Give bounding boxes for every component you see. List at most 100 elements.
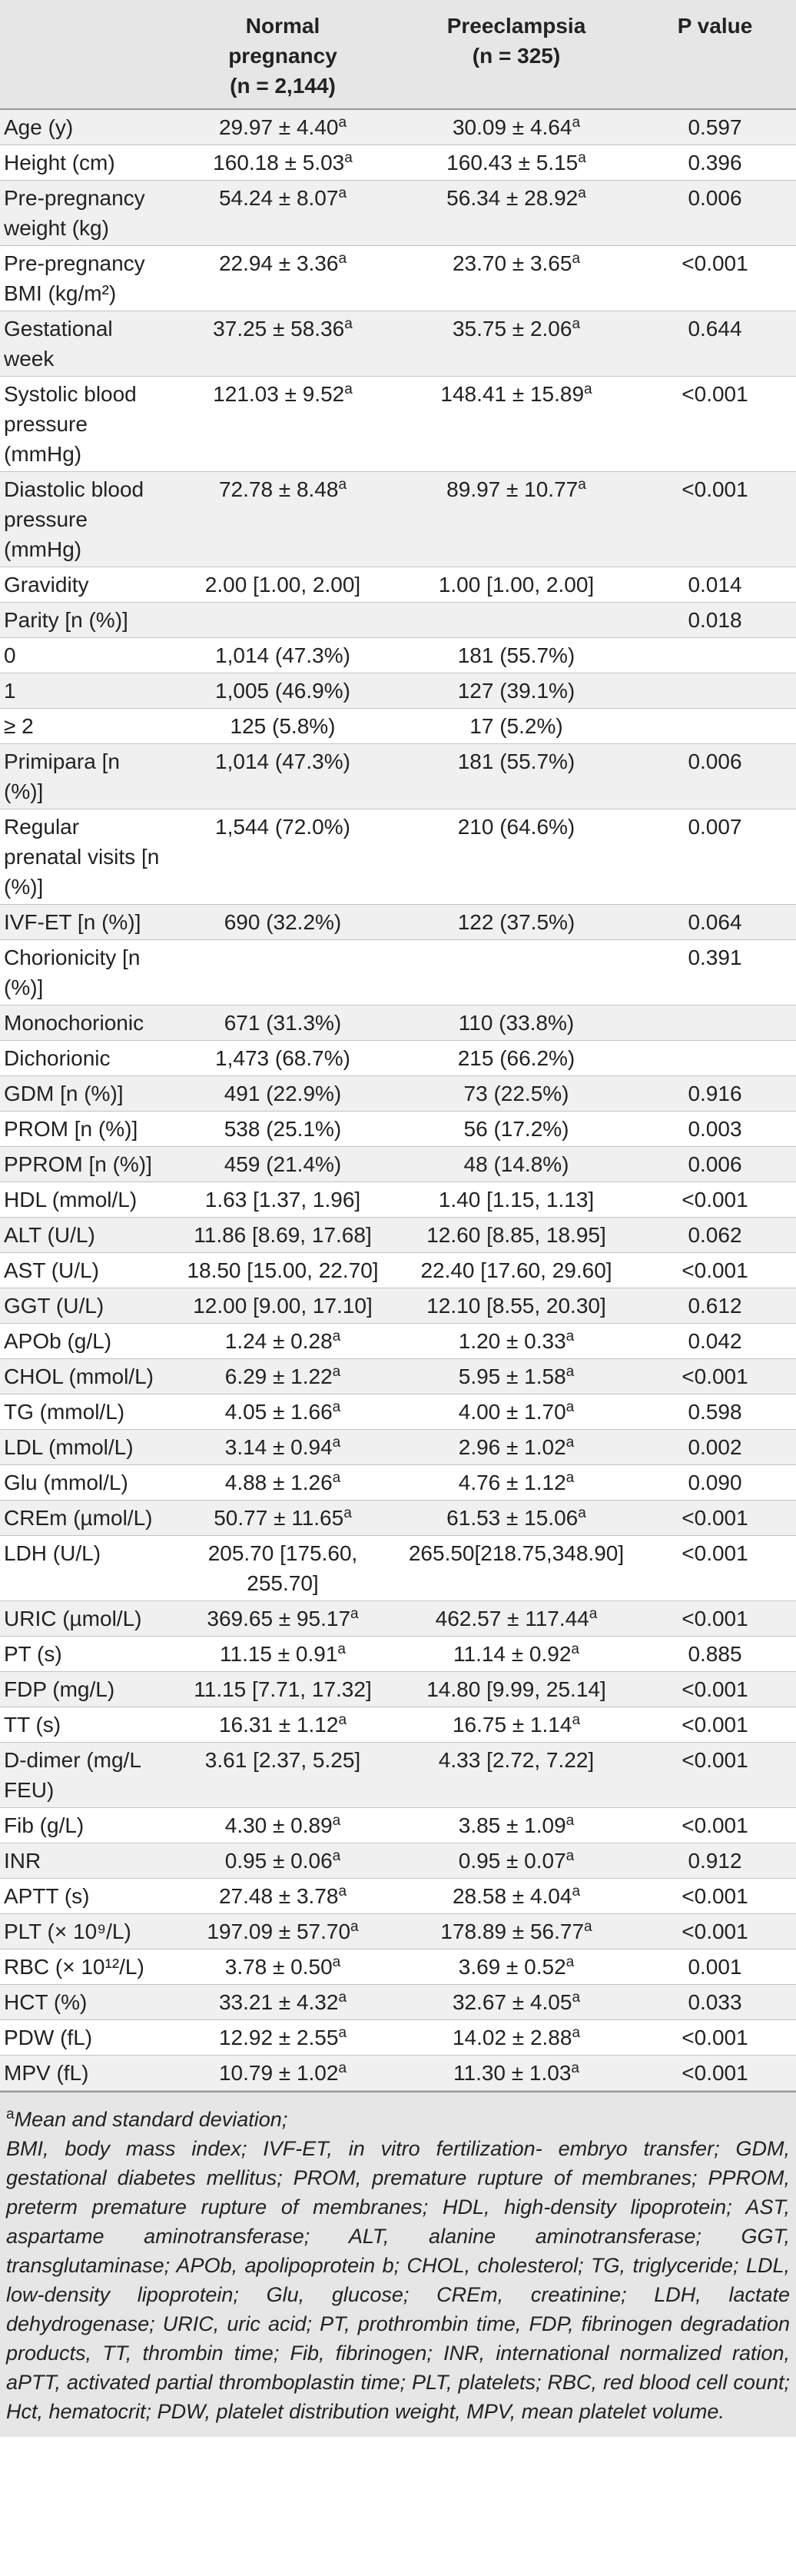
cell-variable-text: 1 [4,679,16,703]
cell-preeclampsia [399,940,634,1005]
cell-p-value: 0.912 [634,1843,796,1879]
superscript-marker: a [332,1328,341,1345]
cell-normal-pregnancy: 125 (5.8%) [167,709,399,744]
cell-p-value-text: <0.001 [682,382,748,406]
cell-variable: ALT (U/L) [0,1218,167,1253]
cell-preeclampsia-text: 3.69 ± 0.52 [458,1955,566,1979]
cell-normal-pregnancy-text: 1,473 (68.7%) [215,1046,350,1070]
cell-normal-pregnancy: 11.15 ± 0.91a [167,1637,399,1672]
cell-p-value-text: 0.042 [688,1329,742,1353]
cell-preeclampsia-text: 2.96 ± 1.02 [458,1435,566,1459]
cell-variable-text: ALT (U/L) [4,1223,95,1247]
cell-preeclampsia-text: 5.95 ± 1.58 [458,1364,566,1388]
cell-p-value [634,673,796,709]
header-pre-n: (n = 325) [472,44,561,68]
cell-variable-text: PT (s) [4,1642,62,1666]
cell-normal-pregnancy: 54.24 ± 8.07a [167,181,399,246]
superscript-marker: a [565,1434,575,1451]
superscript-marker: a [578,1505,586,1521]
cell-p-value-text: 0.007 [688,815,742,839]
superscript-marker: a [350,1919,359,1935]
table-row: MPV (fL) 10.79 ± 1.02a 11.30 ± 1.03a <0.001 [0,2055,796,2091]
cell-variable: CHOL (mmol/L) [0,1359,167,1394]
cell-p-value-text: 0.912 [688,1849,742,1873]
cell-preeclampsia: 12.60 [8.85, 18.95] [399,1218,634,1253]
table-row: Monochorionic 671 (31.3%) 110 (33.8%) [0,1005,796,1041]
cell-preeclampsia: 14.80 [9.99, 25.14] [399,1672,634,1707]
cell-variable: PPROM [n (%)] [0,1147,167,1182]
cell-normal-pregnancy-text: 4.88 ± 1.26 [224,1471,333,1494]
cell-preeclampsia-text: 73 (22.5%) [463,1082,569,1105]
cell-p-value-text: 0.002 [688,1435,742,1459]
cell-normal-pregnancy: 11.15 [7.71, 17.32] [167,1672,399,1707]
cell-variable-text: GGT (U/L) [4,1294,104,1318]
cell-normal-pregnancy: 37.25 ± 58.36a [167,311,399,377]
cell-preeclampsia: 56.34 ± 28.92a [399,181,634,246]
cell-p-value-text: <0.001 [682,1677,748,1701]
cell-variable-text: PDW (fL) [4,2026,93,2049]
cell-p-value: 0.612 [634,1288,796,1324]
superscript-marker: a [332,1848,341,1864]
cell-variable: RBC (× 10¹²/L) [0,1949,167,1985]
cell-preeclampsia: 181 (55.7%) [399,638,634,673]
cell-preeclampsia: 3.85 ± 1.09a [399,1808,634,1843]
table-row: PT (s) 11.15 ± 0.91a 11.14 ± 0.92a 0.885 [0,1637,796,1672]
cell-preeclampsia-text: 14.02 ± 2.88 [452,2026,572,2049]
table-row: Regular prenatal visits [n (%)] 1,544 (72… [0,809,796,905]
cell-p-value-text: <0.001 [682,1920,748,1943]
superscript-marker: a [572,1712,581,1728]
superscript-marker: a [571,1641,579,1657]
superscript-marker: a [572,316,581,332]
table-row: Glu (mmol/L) 4.88 ± 1.26a 4.76 ± 1.12a 0.09… [0,1465,796,1501]
table-row: Diastolic blood pressure (mmHg) 72.78 ± 8… [0,471,796,567]
table-row: HCT (%) 33.21 ± 4.32a 32.67 ± 4.05a 0.033 [0,1984,796,2020]
cell-p-value: 0.002 [634,1430,796,1465]
superscript-marker: a [332,1434,341,1451]
cell-normal-pregnancy-text: 491 (22.9%) [224,1082,342,1105]
cell-normal-pregnancy-text: 3.78 ± 0.50 [224,1955,333,1979]
cell-preeclampsia-text: 178.89 ± 56.77 [440,1920,585,1943]
table-row: AST (U/L) 18.50 [15.00, 22.70] 22.40 [17.6… [0,1253,796,1288]
cell-p-value: 0.064 [634,905,796,940]
cell-p-value: <0.001 [634,1536,796,1601]
cell-variable-text: TT (s) [4,1713,61,1737]
cell-variable: URIC (µmol/L) [0,1601,167,1637]
cell-p-value: 0.007 [634,809,796,905]
table-row: GGT (U/L) 12.00 [9.00, 17.10] 12.10 [8.55,… [0,1288,796,1324]
cell-p-value: <0.001 [634,377,796,472]
table-row: TG (mmol/L) 4.05 ± 1.66a 4.00 ± 1.70a 0.598 [0,1394,796,1430]
cell-p-value: <0.001 [634,1672,796,1707]
cell-p-value-text: 0.598 [688,1400,742,1424]
cell-p-value: 0.006 [634,181,796,246]
cell-p-value-text: 0.916 [688,1082,742,1105]
cell-normal-pregnancy-text: 1,014 (47.3%) [215,643,350,667]
cell-normal-pregnancy: 50.77 ± 11.65a [167,1501,399,1536]
cell-normal-pregnancy-text: 18.50 [15.00, 22.70] [187,1258,379,1282]
superscript-marker: a [338,2025,347,2041]
cell-preeclampsia: 11.30 ± 1.03a [399,2056,634,2091]
cell-variable-text: APTT (s) [4,1884,90,1908]
cell-preeclampsia: 73 (22.5%) [399,1076,634,1112]
cell-preeclampsia: 160.43 ± 5.15a [399,145,634,181]
cell-preeclampsia-text: 61.53 ± 15.06 [446,1506,579,1530]
cell-variable: Gestational week [0,311,167,377]
header-normal-line2: pregnancy [228,44,337,68]
cell-preeclampsia: 4.00 ± 1.70a [399,1394,634,1430]
cell-preeclampsia: 5.95 ± 1.58a [399,1359,634,1394]
cell-normal-pregnancy-text: 27.48 ± 3.78 [218,1884,339,1908]
cell-preeclampsia: 23.70 ± 3.65a [399,246,634,311]
table-row: Pre-pregnancy weight (kg) 54.24 ± 8.07a 56… [0,180,796,246]
table-row: APTT (s) 27.48 ± 3.78a 28.58 ± 4.04a <0.001 [0,1879,796,1914]
cell-preeclampsia: 4.76 ± 1.12a [399,1465,634,1501]
cell-variable: INR [0,1843,167,1879]
cell-p-value-text: <0.001 [682,1364,748,1388]
cell-preeclampsia-text: 11.30 ± 1.03 [453,2061,572,2085]
cell-normal-pregnancy: 3.61 [2.37, 5.25] [167,1743,399,1808]
table-row: Age (y) 29.97 ± 4.40a 30.09 ± 4.64a 0.597 [0,109,796,145]
cell-variable: GGT (U/L) [0,1288,167,1324]
cell-p-value-text: <0.001 [682,1188,748,1212]
cell-preeclampsia: 22.40 [17.60, 29.60] [399,1253,634,1288]
cell-variable-text: MPV (fL) [4,2061,89,2085]
superscript-marker: a [572,1989,581,2006]
table-row: FDP (mg/L) 11.15 [7.71, 17.32] 14.80 [9.99… [0,1671,796,1707]
